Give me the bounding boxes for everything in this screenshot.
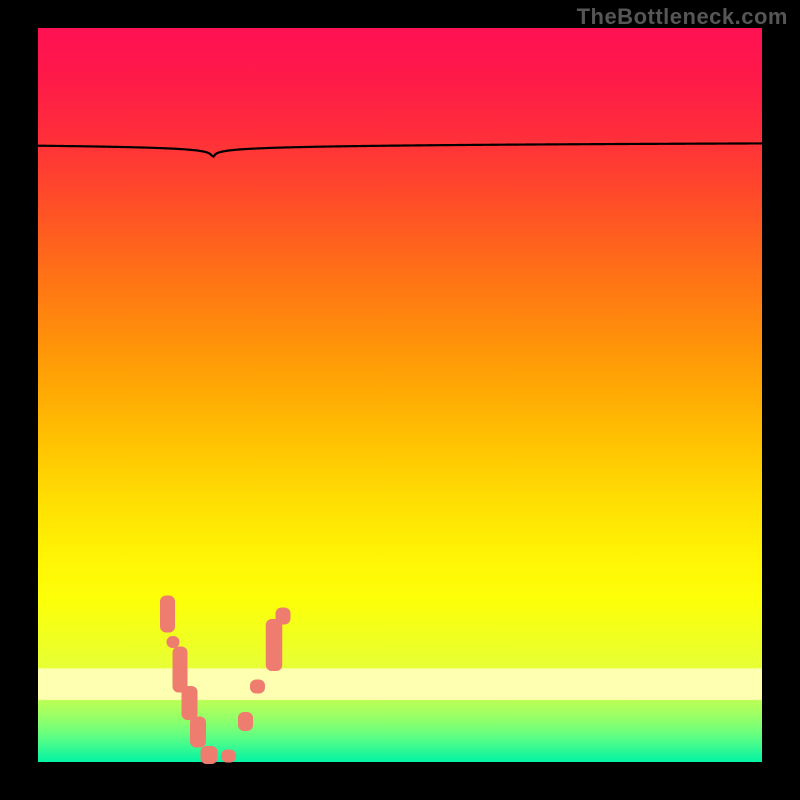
- curve-marker: [266, 619, 283, 671]
- chart-svg: [0, 0, 800, 800]
- curve-marker: [182, 686, 198, 720]
- curve-marker: [238, 712, 253, 731]
- curve-marker: [276, 608, 291, 625]
- curve-marker: [190, 717, 206, 748]
- curve-marker: [160, 596, 175, 633]
- watermark-text: TheBottleneck.com: [577, 4, 788, 30]
- curve-marker: [250, 680, 265, 694]
- curve-marker: [173, 647, 188, 693]
- gradient-background: [38, 28, 762, 762]
- curve-marker: [167, 636, 180, 648]
- curve-marker: [201, 746, 218, 764]
- curve-marker: [221, 750, 236, 763]
